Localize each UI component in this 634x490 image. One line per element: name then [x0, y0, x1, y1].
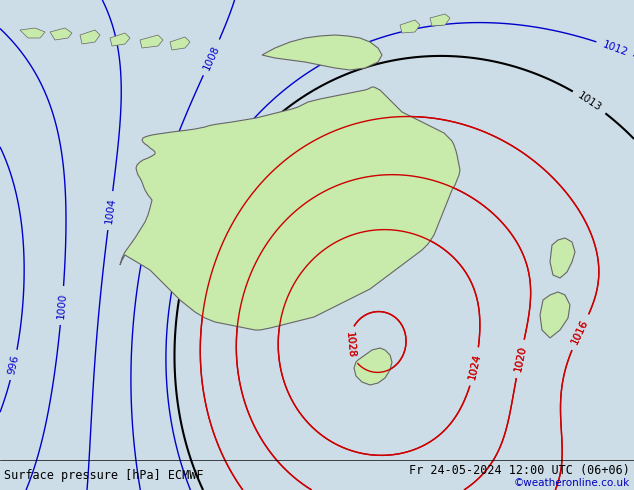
Polygon shape — [550, 238, 575, 278]
Polygon shape — [262, 35, 382, 70]
Polygon shape — [80, 30, 100, 44]
Text: 1012: 1012 — [601, 39, 629, 58]
Polygon shape — [50, 28, 72, 40]
Polygon shape — [354, 348, 392, 385]
Text: ©weatheronline.co.uk: ©weatheronline.co.uk — [514, 478, 630, 488]
Text: 1013: 1013 — [576, 90, 603, 113]
Text: 1008: 1008 — [202, 44, 221, 72]
Polygon shape — [140, 35, 163, 48]
Text: 1020: 1020 — [513, 345, 527, 373]
Text: 1016: 1016 — [570, 318, 590, 346]
Text: 996: 996 — [7, 354, 21, 376]
Text: 1000: 1000 — [56, 292, 68, 319]
Text: 1028: 1028 — [344, 332, 356, 359]
Polygon shape — [110, 33, 130, 46]
Text: Surface pressure [hPa] ECMWF: Surface pressure [hPa] ECMWF — [4, 468, 204, 482]
Text: 1028: 1028 — [344, 332, 356, 359]
Polygon shape — [400, 20, 420, 33]
Text: 1024: 1024 — [467, 353, 482, 381]
Text: Fr 24-05-2024 12:00 UTC (06+06): Fr 24-05-2024 12:00 UTC (06+06) — [409, 464, 630, 476]
Polygon shape — [120, 87, 460, 330]
Polygon shape — [430, 14, 450, 26]
Text: 1020: 1020 — [513, 345, 527, 373]
Text: 1016: 1016 — [570, 318, 590, 346]
Text: 1004: 1004 — [103, 197, 117, 224]
Polygon shape — [20, 28, 45, 38]
Text: 1024: 1024 — [467, 353, 482, 381]
Polygon shape — [540, 292, 570, 338]
Polygon shape — [170, 37, 190, 50]
